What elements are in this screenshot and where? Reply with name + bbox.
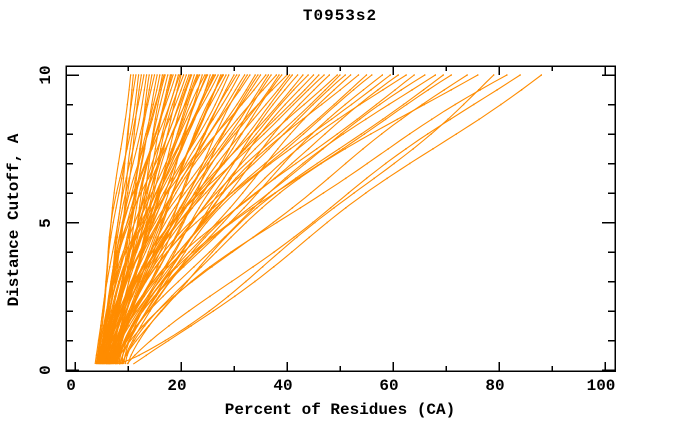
model-curve (122, 74, 452, 365)
model-curve (99, 74, 198, 365)
x-tick-label: 20 (167, 377, 187, 395)
model-curves (94, 74, 542, 365)
model-curve (132, 74, 542, 365)
curve-cutoff-markers (95, 74, 542, 357)
x-tick-label: 40 (273, 377, 293, 395)
model-curve (107, 74, 288, 365)
y-tick-label: 0 (37, 365, 55, 375)
x-tick-label: 60 (379, 377, 399, 395)
model-curve (113, 74, 309, 365)
x-tick-label: 100 (586, 377, 616, 395)
model-curve (112, 74, 399, 365)
model-curve (117, 74, 351, 365)
x-tick-label: 80 (485, 377, 505, 395)
model-curve (110, 74, 341, 365)
model-curve (108, 74, 373, 365)
axis-ticks (66, 66, 615, 371)
model-curve (107, 74, 325, 365)
model-curve (116, 74, 436, 365)
y-tick-label: 5 (37, 217, 55, 228)
model-curve (95, 74, 140, 365)
model-curve (108, 74, 222, 365)
model-curve (115, 74, 346, 365)
model-curve (105, 74, 267, 365)
model-curve (103, 74, 224, 365)
x-axis-label: Percent of Residues (CA) (224, 401, 456, 419)
model-curve (123, 74, 426, 365)
model-curve (111, 74, 259, 365)
y-axis-label: Distance Cutoff, A (5, 133, 23, 307)
model-curve (111, 74, 291, 365)
model-curve (127, 74, 508, 365)
model-curve (100, 74, 165, 365)
chart-title: T0953s2 (302, 7, 378, 25)
model-curve (102, 74, 238, 365)
model-curve (124, 74, 479, 365)
model-curve (126, 74, 521, 365)
y-tick-label: 10 (37, 65, 55, 85)
model-curve (100, 74, 206, 365)
model-curve (120, 74, 391, 365)
x-tick-label: 0 (66, 377, 76, 395)
model-curve (111, 74, 359, 365)
